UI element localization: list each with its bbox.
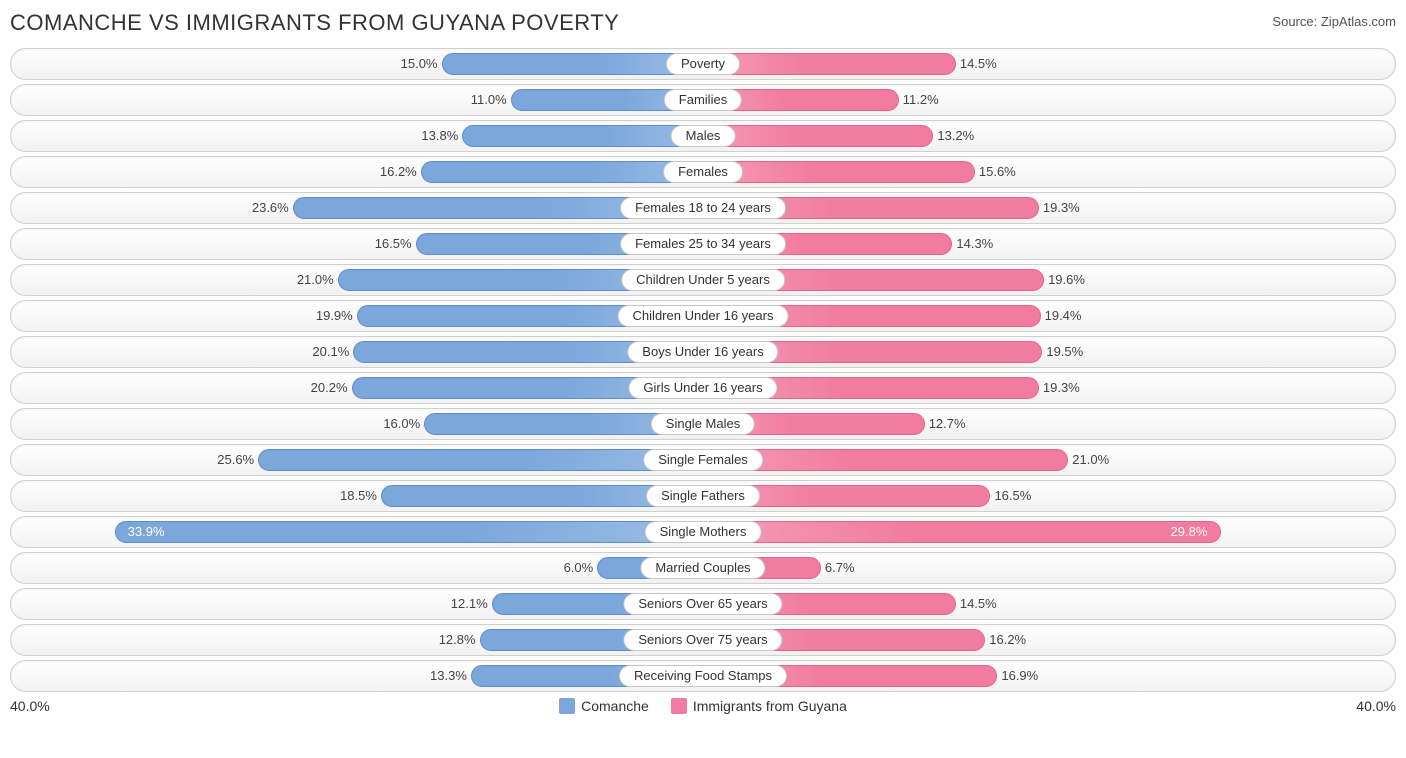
bar-left [442,53,702,75]
value-label-right: 15.6% [979,157,1016,189]
chart-row: 25.6% 21.0% Single Females [10,444,1396,476]
bar-left [258,449,701,471]
category-label: Males [671,125,736,147]
chart-row: 16.5% 14.3% Females 25 to 34 years [10,228,1396,260]
chart-area: 15.0% 14.5% Poverty 11.0% 11.2% Families 13.8%… [10,48,1396,692]
value-label-left: 25.6% [217,445,254,477]
value-label-left: 11.0% [471,85,507,117]
value-label-left: 16.5% [375,229,412,261]
value-label-right: 16.5% [994,481,1031,513]
value-label-left: 20.1% [312,337,349,369]
value-label-left: 19.9% [316,301,353,333]
value-label-right: 16.9% [1001,661,1038,693]
category-label: Married Couples [640,557,765,579]
chart-row: 18.5% 16.5% Single Fathers [10,480,1396,512]
header: COMANCHE VS IMMIGRANTS FROM GUYANA POVER… [10,10,1396,36]
category-label: Females [663,161,743,183]
legend-swatch-right [671,698,687,714]
bar-right [705,53,956,75]
legend-item-right: Immigrants from Guyana [671,698,847,714]
value-label-left: 15.0% [401,49,438,81]
chart-row: 13.3% 16.9% Receiving Food Stamps [10,660,1396,692]
value-label-right: 19.4% [1045,301,1082,333]
chart-row: 23.6% 19.3% Females 18 to 24 years [10,192,1396,224]
chart-row: 21.0% 19.6% Children Under 5 years [10,264,1396,296]
category-label: Females 25 to 34 years [620,233,786,255]
value-label-left: 6.0% [564,553,594,585]
value-label-left: 20.2% [311,373,348,405]
value-label-right: 12.7% [929,409,966,441]
value-label-left: 33.9% [128,517,165,549]
chart-row: 12.8% 16.2% Seniors Over 75 years [10,624,1396,656]
bar-left [115,521,701,543]
value-label-right: 14.3% [956,229,993,261]
legend-label-left: Comanche [581,698,649,714]
chart-title: COMANCHE VS IMMIGRANTS FROM GUYANA POVER… [10,10,619,36]
chart-row: 16.2% 15.6% Females [10,156,1396,188]
value-label-right: 21.0% [1072,445,1109,477]
category-label: Single Mothers [645,521,762,543]
chart-row: 19.9% 19.4% Children Under 16 years [10,300,1396,332]
source-name: ZipAtlas.com [1321,14,1396,29]
value-label-right: 6.7% [825,553,855,585]
value-label-left: 12.8% [439,625,476,657]
value-label-left: 16.0% [383,409,420,441]
value-label-left: 23.6% [252,193,289,225]
legend-item-left: Comanche [559,698,649,714]
category-label: Receiving Food Stamps [619,665,787,687]
value-label-right: 29.8% [1171,517,1208,549]
category-label: Poverty [666,53,740,75]
value-label-left: 13.8% [421,121,458,153]
category-label: Single Males [651,413,755,435]
chart-row: 16.0% 12.7% Single Males [10,408,1396,440]
category-label: Single Fathers [646,485,760,507]
bar-left [421,161,701,183]
value-label-right: 19.3% [1043,193,1080,225]
chart-row: 15.0% 14.5% Poverty [10,48,1396,80]
category-label: Seniors Over 75 years [623,629,782,651]
chart-row: 20.1% 19.5% Boys Under 16 years [10,336,1396,368]
chart-row: 20.2% 19.3% Girls Under 16 years [10,372,1396,404]
value-label-left: 18.5% [340,481,377,513]
chart-row: 11.0% 11.2% Families [10,84,1396,116]
chart-row: 33.9% 29.8% Single Mothers [10,516,1396,548]
value-label-right: 14.5% [960,49,997,81]
legend: Comanche Immigrants from Guyana [559,698,847,714]
category-label: Females 18 to 24 years [620,197,786,219]
axis-max-left: 40.0% [10,698,50,714]
source-prefix: Source: [1272,14,1317,29]
value-label-right: 16.2% [989,625,1026,657]
legend-swatch-left [559,698,575,714]
category-label: Children Under 16 years [618,305,789,327]
category-label: Families [664,89,742,111]
axis-max-right: 40.0% [1356,698,1396,714]
category-label: Boys Under 16 years [627,341,778,363]
value-label-left: 21.0% [297,265,334,297]
chart-row: 13.8% 13.2% Males [10,120,1396,152]
bar-right [705,521,1221,543]
value-label-left: 13.3% [430,661,467,693]
chart-footer: 40.0% Comanche Immigrants from Guyana 40… [10,698,1396,714]
category-label: Seniors Over 65 years [623,593,782,615]
value-label-right: 19.5% [1046,337,1083,369]
value-label-right: 19.6% [1048,265,1085,297]
value-label-right: 11.2% [903,85,939,117]
value-label-right: 19.3% [1043,373,1080,405]
bar-right [705,125,933,147]
value-label-right: 14.5% [960,589,997,621]
value-label-right: 13.2% [937,121,974,153]
category-label: Single Females [643,449,763,471]
bar-left [462,125,701,147]
bar-right [705,161,975,183]
value-label-left: 12.1% [451,589,488,621]
source-attribution: Source: ZipAtlas.com [1272,14,1396,29]
value-label-left: 16.2% [380,157,417,189]
chart-row: 6.0% 6.7% Married Couples [10,552,1396,584]
category-label: Girls Under 16 years [628,377,777,399]
legend-label-right: Immigrants from Guyana [693,698,847,714]
chart-row: 12.1% 14.5% Seniors Over 65 years [10,588,1396,620]
category-label: Children Under 5 years [621,269,785,291]
